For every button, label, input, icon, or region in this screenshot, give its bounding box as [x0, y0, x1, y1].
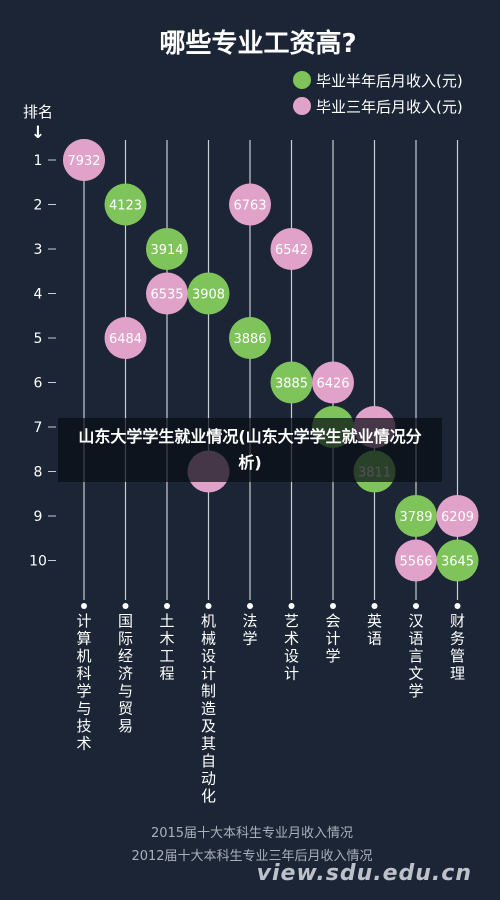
category-label: 财务管理 [450, 612, 465, 683]
y-tick-label: 2 [34, 198, 43, 214]
category-dot [371, 603, 378, 609]
half-year-point [146, 228, 188, 270]
footnote-2: 2012届十大本科生专业三年后月收入情况 [131, 849, 372, 864]
y-tick-label: 8 [34, 465, 43, 481]
y-tick-label: 7 [34, 420, 43, 436]
point-value-label: 6209 [441, 510, 474, 525]
y-tick-label: 1 [34, 153, 43, 169]
half-year-point [104, 183, 147, 226]
three-year-point [395, 539, 437, 582]
y-tick-label: 6 [34, 376, 43, 392]
legend-label-three-year: 毕业三年后月收入(元) [316, 98, 463, 116]
down-arrow-icon: ↓ [31, 123, 45, 143]
category-dot [164, 603, 170, 609]
three-year-point [104, 317, 147, 359]
point-value-label: 4123 [109, 199, 142, 214]
category-dot [205, 603, 212, 609]
y-tick-label: 3 [34, 242, 43, 258]
y-tick-label: 5 [34, 331, 43, 347]
point-value-label: 6763 [233, 199, 266, 214]
half-year-point [229, 317, 271, 359]
category-label: 汉语言文学 [408, 612, 423, 700]
point-value-label: 6542 [275, 243, 308, 258]
category-label: 会计学 [325, 612, 340, 665]
legend: 毕业半年后月收入(元) 毕业三年后月收入(元) [293, 71, 463, 116]
category-label: 国际经济与贸易 [118, 612, 133, 735]
category-label: 英语 [367, 612, 382, 648]
three-year-point [436, 495, 479, 537]
category-dot [81, 603, 87, 609]
category-label: 计算机科学与技术 [76, 612, 91, 753]
legend-marker-green [293, 71, 311, 89]
half-year-point [436, 539, 479, 582]
category-label: 艺术设计 [284, 612, 299, 683]
point-value-label: 6484 [109, 332, 142, 347]
point-value-label: 7932 [67, 154, 100, 169]
y-axis-ticks: 1 2 3 4 5 6 7 8 9 10 [29, 153, 56, 570]
category-label: 土木工程 [159, 612, 174, 683]
watermark-text: view.sdu.edu.cn [256, 861, 472, 886]
point-value-label: 3885 [275, 377, 308, 392]
three-year-point [312, 361, 354, 404]
half-year-point [187, 272, 230, 315]
point-value-label: 3914 [150, 243, 183, 258]
legend-marker-pink [293, 97, 311, 115]
half-year-point [270, 361, 313, 404]
point-value-label: 3886 [233, 332, 266, 347]
category-dot [454, 603, 461, 609]
category-label: 法学 [242, 612, 257, 648]
category-labels: 计算机科学与技术 国际经济与贸易 土木工程 机械设计制造及其自动化 法学 艺术设计 会计学 英… [76, 612, 465, 805]
category-dot [288, 603, 295, 609]
y-tick-label: 9 [34, 509, 43, 525]
category-dot [413, 603, 419, 609]
three-year-point [229, 183, 271, 226]
category-dot [330, 603, 336, 609]
overlay-title-banner: 山东大学学生就业情况(山东大学学生就业情况分析) [58, 418, 442, 482]
y-axis-label: 排名 [23, 103, 53, 121]
point-value-label: 3789 [399, 510, 432, 525]
half-year-point [395, 495, 437, 537]
category-dot [247, 603, 253, 609]
point-value-label: 5566 [399, 555, 432, 570]
point-value-label: 3645 [441, 555, 474, 570]
three-year-point [270, 228, 313, 270]
point-value-label: 6426 [316, 377, 349, 392]
point-value-label: 6535 [150, 288, 183, 303]
point-value-label: 3908 [192, 288, 225, 303]
y-tick-label: 4 [34, 287, 43, 303]
y-tick-label: 10 [29, 554, 47, 570]
chart-title: 哪些专业工资高? [159, 28, 356, 59]
legend-label-half-year: 毕业半年后月收入(元) [316, 72, 463, 90]
category-dot [122, 603, 129, 609]
three-year-point [146, 272, 188, 315]
footnote-1: 2015届十大本科生专业月收入情况 [151, 826, 353, 841]
category-label: 机械设计制造及其自动化 [201, 612, 216, 805]
three-year-point [63, 139, 105, 181]
